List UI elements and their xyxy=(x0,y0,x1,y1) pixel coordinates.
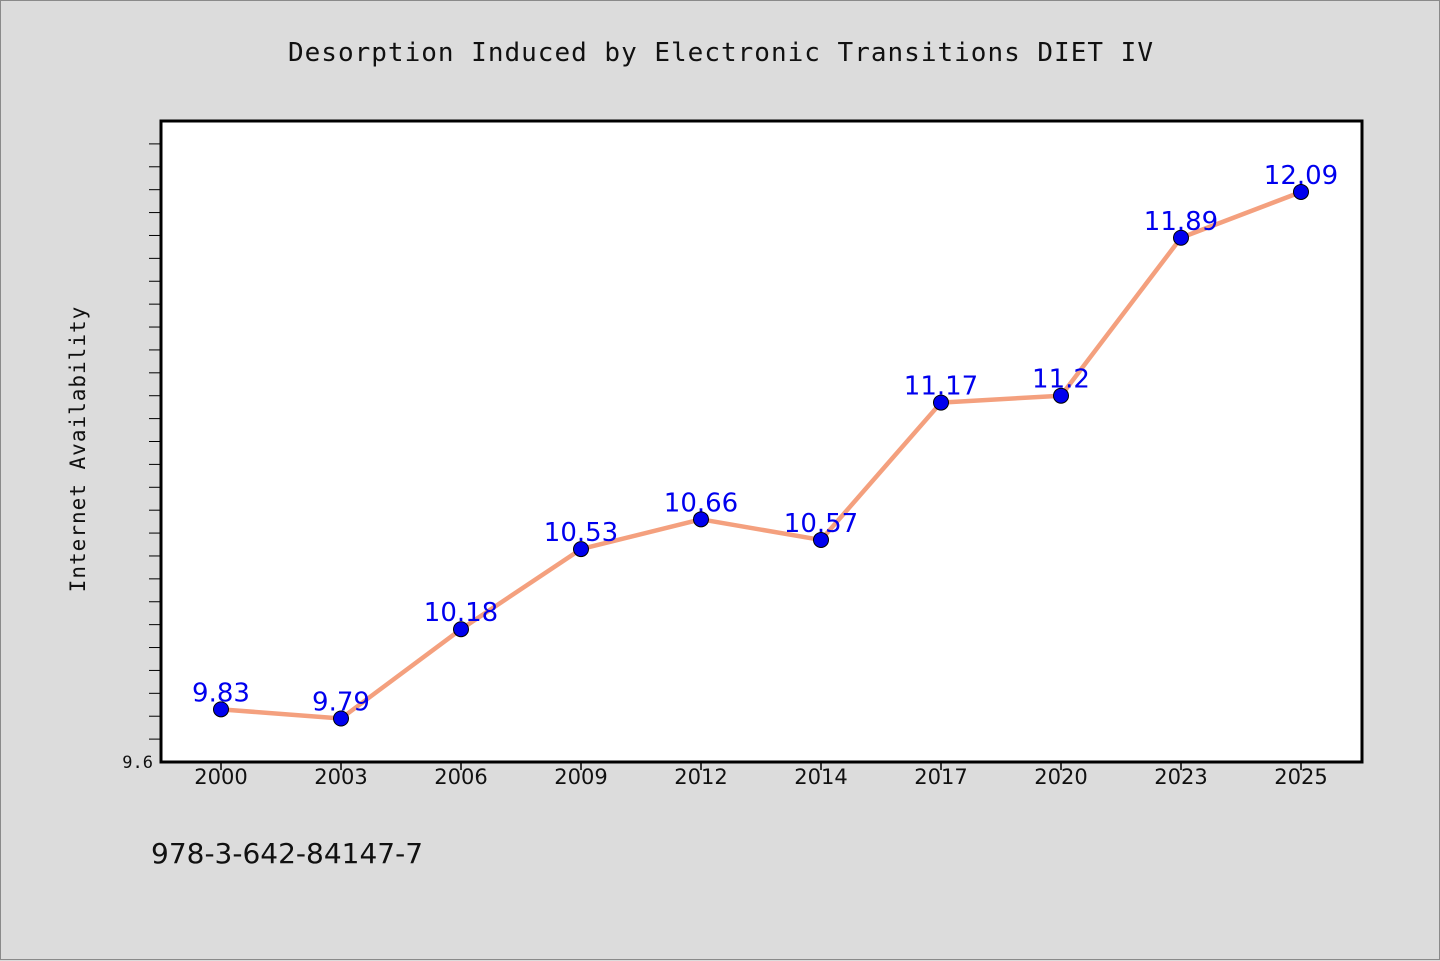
y-axis-ticks: 9.6 xyxy=(122,143,160,773)
x-tick-label: 2009 xyxy=(554,765,607,789)
data-point xyxy=(213,701,229,718)
data-label: 10.18 xyxy=(424,598,498,628)
x-tick-label: 2014 xyxy=(794,765,847,789)
x-tick-label: 2023 xyxy=(1154,765,1207,789)
data-label: 10.57 xyxy=(784,509,858,539)
x-tick-label: 2012 xyxy=(674,765,727,789)
data-label: 11.89 xyxy=(1144,207,1218,237)
data-point xyxy=(813,531,829,548)
series-layer: 9.83 9.79 10.18 10.53 10.66 10.57 11.17 11.2 11.… xyxy=(192,161,1338,727)
x-tick-label: 2006 xyxy=(434,765,487,789)
data-point xyxy=(933,394,949,411)
plot-area xyxy=(159,119,1364,764)
x-tick-label: 2017 xyxy=(914,765,967,789)
data-label: 9.83 xyxy=(192,678,250,708)
data-point xyxy=(453,621,469,638)
data-point xyxy=(1293,183,1309,200)
x-tick-label: 2003 xyxy=(314,765,367,789)
x-tick-label: 2020 xyxy=(1034,765,1087,789)
data-label: 11.2 xyxy=(1032,365,1090,395)
data-point xyxy=(1053,387,1069,404)
x-tick-label: 2000 xyxy=(194,765,247,789)
x-axis-ticks: 2000 2003 2006 2009 2012 2014 2017 2020 2023 2025 xyxy=(194,763,1328,789)
isbn-text: 978-3-642-84147-7 xyxy=(151,837,423,870)
data-label: 11.17 xyxy=(904,372,978,402)
data-point xyxy=(693,511,709,528)
data-label: 10.66 xyxy=(664,488,738,518)
data-label: 12.09 xyxy=(1264,161,1338,191)
data-point xyxy=(1173,229,1189,246)
x-tick-label: 2025 xyxy=(1274,765,1327,789)
chart-title: Desorption Induced by Electronic Transit… xyxy=(288,38,1154,68)
data-point xyxy=(573,541,589,558)
data-label: 10.53 xyxy=(544,518,618,548)
y-tick-label: 9.6 xyxy=(122,753,153,773)
data-label: 9.79 xyxy=(312,688,370,718)
y-axis-label: Internet Availability xyxy=(66,306,90,593)
data-point xyxy=(333,710,349,727)
series-line xyxy=(220,189,1302,721)
